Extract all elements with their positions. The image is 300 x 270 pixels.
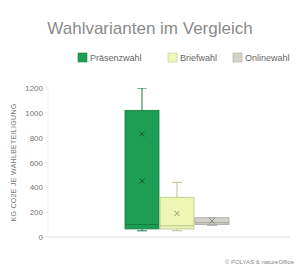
legend-label: Präsenzwahl [90, 53, 142, 63]
upper-whisker [177, 182, 178, 197]
upper-cap [137, 88, 147, 89]
y-tick-label: 600 [30, 159, 44, 168]
y-tick [45, 137, 48, 138]
legend-swatch [233, 53, 242, 62]
upper-whisker [142, 88, 143, 110]
title: Wahlvarianten im Vergleich [47, 19, 252, 38]
y-axis-line [48, 88, 49, 237]
y-tick [45, 162, 48, 163]
y-tick-label: 400 [30, 183, 44, 192]
y-tick [45, 112, 48, 113]
lower-cap [172, 230, 182, 231]
median [195, 222, 229, 223]
median [160, 225, 194, 226]
lower-cap [137, 230, 147, 231]
box [160, 197, 194, 229]
mean-marker [140, 131, 145, 136]
y-tick [45, 237, 48, 238]
box [125, 110, 159, 229]
y-tick-label: 200 [30, 208, 44, 217]
y-tick-label: 1200 [25, 84, 43, 93]
upper-cap [172, 182, 182, 183]
y-tick [45, 212, 48, 213]
y-tick [45, 187, 48, 188]
mean-marker [175, 211, 180, 216]
chart-root: Wahlvarianten im Vergleich Präsenzwahl Bri… [0, 0, 300, 270]
legend-swatch [168, 53, 177, 62]
y-tick [45, 88, 48, 89]
box [195, 218, 229, 225]
y-tick-label: 0 [39, 233, 44, 242]
x-axis-line [48, 237, 290, 238]
legend-label: Onlinewahl [245, 53, 290, 63]
mean-marker [210, 218, 215, 223]
mean-marker [140, 179, 145, 184]
chart-svg: Wahlvarianten im Vergleich Präsenzwahl Bri… [0, 0, 300, 270]
median [125, 224, 159, 225]
legend-label: Briefwahl [180, 53, 217, 63]
legend-swatch [78, 53, 87, 62]
plot-group [125, 88, 229, 231]
y-tick-label: 1000 [25, 109, 43, 118]
credit: © POLYAS & natureOffice [225, 259, 295, 265]
y-axis-label: KG CO2E JE WAHLBETEILIGUNG [10, 103, 17, 221]
y-tick-label: 800 [30, 134, 44, 143]
